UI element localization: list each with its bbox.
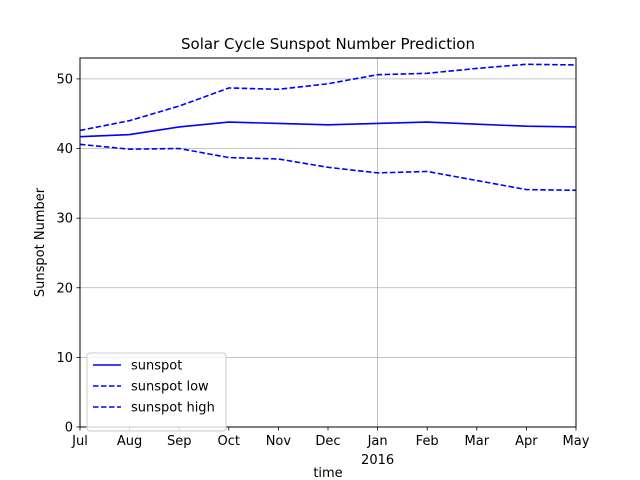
legend-label: sunspot [131,359,182,374]
legend: sunspot sunspot low sunspot high [86,352,227,432]
series-line-sunspot-low [79,143,577,192]
x-tick-label: Aug [117,434,142,449]
y-axis-label: Sunspot Number [33,187,48,297]
x-tick-label: Oct [218,434,240,449]
tick-layer: 0 10 20 30 40 50 Jul Aug Sep Oct Nov Dec Jan 2016 Feb M… [56,72,589,468]
x-tick-label: May [563,434,590,449]
x-axis-label: time [313,466,342,480]
series-layer [79,63,577,192]
legend-label: sunspot high [131,401,215,416]
x-tick-label: Feb [416,434,439,449]
y-tick-label: 30 [56,212,73,227]
x-tick-label: Sep [167,434,192,449]
y-tick-label: 40 [56,142,73,157]
x-tick-label: Nov [266,434,292,449]
chart-title: Solar Cycle Sunspot Number Prediction [181,35,475,53]
y-tick-label: 50 [56,72,73,87]
y-tick-label: 10 [56,351,73,366]
x-tick-label: Jul [71,434,88,449]
x-tick-label: Mar [465,434,490,449]
y-tick-label: 20 [56,281,73,296]
x-tick-label: Jan [367,434,388,449]
x-year-label: 2016 [361,453,394,468]
x-tick-label: Dec [315,434,340,449]
x-tick-label: Apr [515,434,538,449]
series-line-sunspot [79,121,577,138]
y-tick-label: 0 [65,421,73,436]
legend-box [86,352,227,432]
series-line-sunspot-high [79,63,577,132]
legend-label: sunspot low [131,380,209,395]
